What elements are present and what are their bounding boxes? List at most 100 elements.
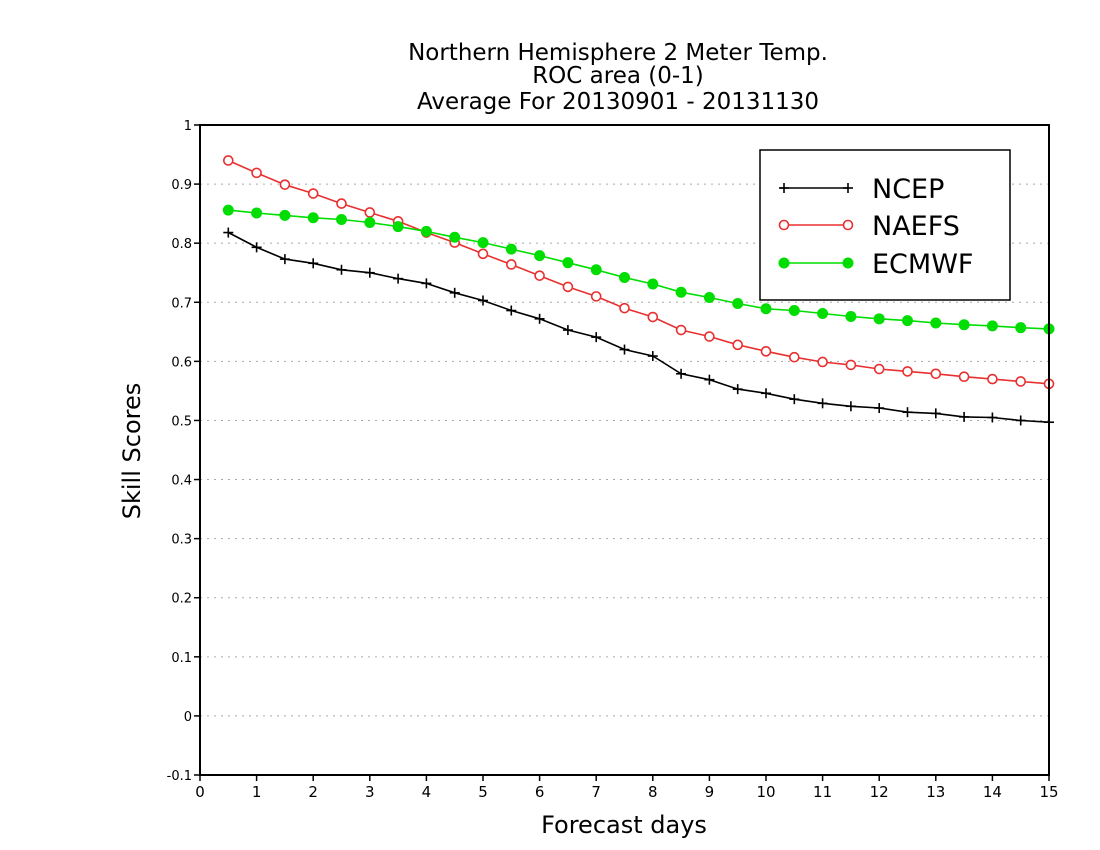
series-ncep — [223, 227, 1054, 428]
y-axis-ticks: -0.1 0 0.1 0.2 0.3 0.4 0.5 0.6 0.7 0.8 0.9 1 — [167, 119, 200, 784]
y-tick-label: 0.5 — [171, 414, 192, 429]
series-ncep-point — [562, 325, 573, 336]
x-tick-label: 9 — [705, 783, 715, 801]
series-naefs-point — [647, 311, 659, 323]
x-tick-label: 10 — [756, 783, 775, 801]
legend-label-ncep: NCEP — [872, 174, 944, 205]
legend: NCEP NAEFS ECMWF — [759, 149, 1011, 301]
plot-frame — [199, 124, 1050, 776]
y-tick-label: 0.2 — [171, 592, 192, 607]
series-ecmwf-point — [505, 243, 517, 255]
x-tick-label: 13 — [926, 783, 945, 801]
series-naefs-point — [590, 291, 602, 302]
series-ncep-point — [1015, 415, 1026, 426]
series-ecmwf-point — [392, 221, 404, 233]
series-ncep-point — [874, 403, 885, 414]
series-ecmwf-point — [1015, 322, 1027, 334]
x-tick-label: 6 — [535, 783, 545, 801]
y-tick-label: 0 — [184, 710, 192, 725]
series-ncep-point — [591, 332, 602, 343]
series-ecmwf-point — [449, 231, 461, 243]
series-ecmwf-point — [902, 315, 913, 327]
series-ecmwf-point — [619, 271, 630, 283]
legend-marker — [778, 257, 790, 269]
series-naefs-point — [562, 281, 574, 293]
series-ncep-point — [676, 368, 687, 379]
series-ncep-point — [364, 267, 375, 278]
x-axis-ticks: 0 1 2 3 4 5 6 7 8 9 10 11 12 13 14 15 — [195, 775, 1059, 801]
series-naefs-point — [279, 179, 291, 190]
series-ncep-point — [478, 295, 488, 306]
series-naefs-point — [619, 302, 630, 314]
series-ecmwf — [222, 204, 1055, 335]
series-naefs-point — [364, 207, 376, 218]
series-naefs-point — [675, 324, 687, 336]
legend-label-ecmwf: ECMWF — [872, 249, 973, 280]
series-naefs-point — [336, 198, 347, 209]
x-axis-label: Forecast days — [541, 811, 707, 839]
legend-item-naefs: NAEFS — [778, 211, 960, 242]
legend-marker — [778, 219, 790, 231]
series-ecmwf-point — [845, 310, 857, 322]
x-tick-label: 1 — [252, 783, 262, 801]
series-ecmwf-point — [703, 292, 715, 304]
legend-marker — [843, 183, 853, 193]
legend-marker — [779, 183, 789, 193]
series-ecmwf-point — [675, 286, 687, 298]
x-tick-label: 11 — [813, 783, 832, 801]
y-tick-label: -0.1 — [167, 769, 192, 784]
series-ecmwf-point — [873, 313, 885, 325]
series-ecmwf-point — [788, 305, 800, 317]
legend-marker — [842, 219, 854, 231]
series-ecmwf-point — [732, 297, 744, 309]
series-naefs-point — [704, 331, 715, 342]
chart-title-line-3: Average For 20130901 - 20131130 — [417, 89, 819, 115]
series-ecmwf-point — [251, 207, 263, 219]
series-ncep-point — [902, 407, 913, 418]
series-naefs-point — [1015, 376, 1027, 387]
series-ecmwf-point — [534, 250, 546, 262]
series-ncep-point — [308, 258, 319, 269]
series-naefs-point — [505, 259, 517, 270]
y-tick-label: 0.4 — [171, 474, 192, 489]
series-ecmwf-point — [364, 217, 376, 228]
series-ncep-point — [959, 411, 970, 422]
y-tick-label: 1 — [184, 119, 192, 134]
series-naefs-point — [958, 371, 970, 383]
series-naefs-point — [732, 339, 744, 351]
series-ecmwf-point — [958, 319, 970, 331]
series-ecmwf-point — [760, 303, 772, 315]
series-ecmwf-point — [222, 204, 234, 216]
series-naefs-point — [902, 366, 913, 377]
x-tick-label: 4 — [422, 783, 432, 801]
y-tick-label: 0.3 — [171, 533, 192, 548]
legend-item-ncep: NCEP — [779, 174, 944, 205]
y-tick-label: 0.7 — [171, 296, 192, 311]
y-tick-label: 0.8 — [171, 237, 192, 252]
series-ncep-point — [619, 344, 630, 355]
y-axis-label: Skill Scores — [118, 383, 146, 520]
series-ncep-point — [279, 254, 290, 265]
series-ncep-point — [421, 278, 432, 289]
x-tick-label: 5 — [478, 783, 488, 801]
series-ncep-point — [336, 264, 347, 275]
x-tick-label: 15 — [1039, 783, 1058, 801]
series-ncep-point — [534, 313, 545, 324]
series-ecmwf-point — [336, 214, 347, 226]
series-ncep-point — [930, 408, 941, 419]
chart-title: Northern Hemisphere 2 Meter Temp. ROC ar… — [408, 40, 828, 115]
series-ncep-point — [223, 227, 234, 238]
legend-label-naefs: NAEFS — [872, 211, 960, 242]
series-ecmwf-point — [647, 278, 659, 290]
y-tick-label: 0.9 — [171, 178, 192, 193]
x-tick-label: 7 — [591, 783, 601, 801]
series-naefs-point — [788, 351, 800, 363]
y-tick-label: 0.1 — [171, 651, 192, 666]
x-tick-label: 8 — [648, 783, 658, 801]
series-ncep-point — [732, 384, 743, 395]
series-ncep-point — [817, 398, 828, 409]
y-tick-label: 0.6 — [171, 355, 192, 370]
series-ncep-point — [506, 305, 517, 316]
series-layer — [222, 155, 1055, 428]
